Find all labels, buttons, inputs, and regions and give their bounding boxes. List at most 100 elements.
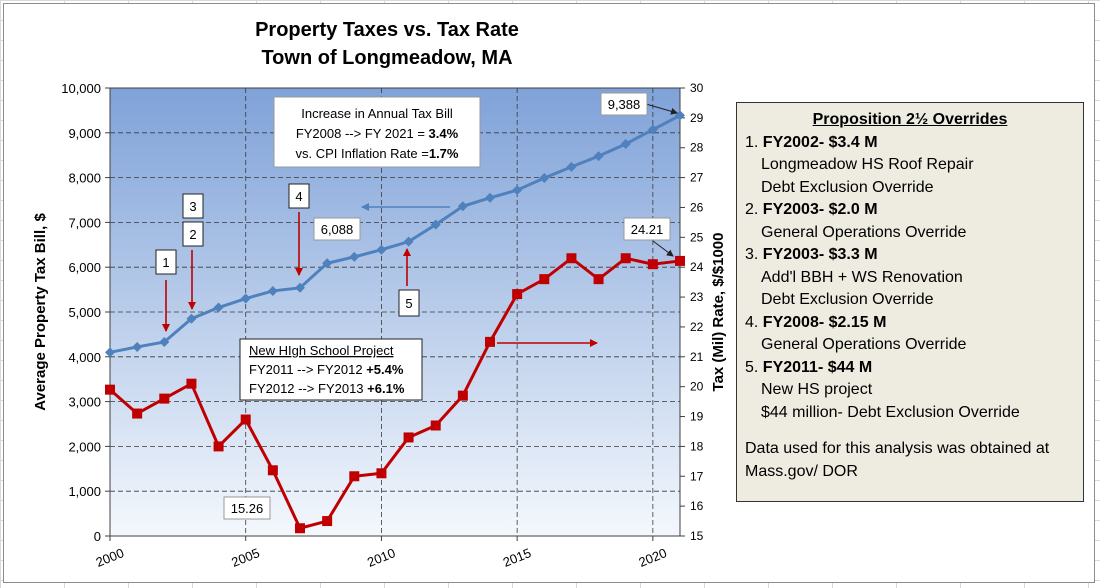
x-tick-label: 2000 [94,545,126,570]
data-label-6088: 6,088 [313,217,361,241]
annotation-arrows [162,103,678,347]
data-point-tax-bill [539,173,550,184]
right-tick-label: 24 [690,260,704,274]
override-item-5-line1: New HS project [761,381,873,398]
data-label-9388: 9,388 [600,92,648,116]
high-school-annotation-box: New HIgh School Project FY2011 --> FY201… [239,338,423,401]
override-item-3-line1: Add'l BBH + WS Renovation [761,268,963,286]
arrow-label-9388 [645,103,678,115]
override-item-5-head: FY2011- $44 M [762,358,873,376]
data-point-tax-bill [403,236,414,247]
data-point-tax-rate [295,523,305,534]
data-label-2421: 24.21 [623,217,671,241]
override-item-3-heading: 3. FY2003- $3.3 M [745,244,1083,267]
data-point-tax-bill [349,251,360,262]
marker-3-text: 3 [189,199,196,214]
x-tick-label: 2005 [229,545,261,570]
override-item-1-head: FY2002- $3.4 M [762,133,878,151]
marker-box-1: 1 [155,249,177,275]
y-axis-left-label: Average Property Tax Bill, $ [32,213,49,411]
override-item-3-number: 3. [745,246,759,263]
data-point-tax-rate [675,255,685,266]
school-box-title: New HIgh School Project [249,343,394,358]
data-point-tax-rate [403,432,414,443]
right-tick-label: 19 [690,410,704,424]
marker-2-text: 2 [189,227,196,242]
data-label-6088-text: 6,088 [321,222,354,237]
data-point-tax-bill [430,219,441,230]
data-point-tax-bill [376,244,387,255]
left-tick-label: 5,000 [68,305,101,320]
marker-box-3: 3 [182,193,204,219]
data-point-tax-rate [159,393,170,404]
data-label-1526-text: 15.26 [231,501,264,516]
data-point-tax-rate [132,408,143,419]
override-item-1-line2: Debt Exclusion Override [761,178,934,196]
override-item-3-head: FY2003- $3.3 M [762,246,878,263]
data-point-tax-rate [240,414,251,425]
data-point-tax-bill [295,282,305,293]
override-item-2-head: FY2003- $2.0 M [762,201,878,218]
marker-5-text: 5 [405,296,412,311]
override-item-2-line1: General Operations Override [761,223,967,241]
override-item-3-line2: Debt Exclusion Override [761,291,934,308]
series-line-tax-rate [109,256,681,531]
data-point-tax-bill [240,293,251,304]
right-tick-label: 30 [690,81,704,95]
data-point-tax-rate [213,441,224,452]
data-point-tax-rate [322,516,333,527]
series-line-tax-bill [109,114,681,354]
override-item-1-heading: 1. FY2002- $3.4 M [745,132,1083,155]
data-point-tax-bill [213,302,224,313]
right-tick-label: 18 [690,439,704,453]
data-source-line1: Data used for this analysis was obtained… [745,440,1050,457]
series-points-tax-bill [105,110,685,358]
data-point-tax-bill [267,285,278,296]
data-point-tax-rate [647,259,658,270]
marker-box-2: 2 [182,221,204,247]
data-point-tax-bill [647,124,658,135]
data-point-tax-bill [132,341,143,352]
increase-annotation-box: Increase in Annual Tax Bill FY2008 --> F… [273,96,481,168]
chart-title-line1: Property Taxes vs. Tax Rate [255,19,519,41]
data-point-tax-rate [512,289,523,300]
proposition-overrides-panel: Proposition 2½ Overrides 1. FY2002- $3.4… [736,102,1084,502]
data-point-tax-bill [620,139,631,149]
data-point-tax-rate [593,274,604,285]
side-panel-title: Proposition 2½ Overrides [812,111,1008,128]
data-point-tax-bill [186,313,197,324]
marker-box-4: 4 [288,183,310,209]
school-box-line1: FY2011 --> FY2012 +5.4% [249,362,404,377]
left-tick-label: 4,000 [68,350,101,365]
left-tick-label: 6,000 [68,260,101,275]
data-point-tax-bill [159,337,170,348]
data-label-2421-text: 24.21 [631,222,664,237]
right-tick-label: 29 [690,111,704,125]
override-item-5-line2: $44 million- Debt Exclusion Override [761,403,1020,421]
left-tick-label: 1,000 [68,484,101,499]
override-item-1-number: 1. [745,133,759,151]
increase-line2: FY2008 --> FY 2021 = 3.4% [296,126,459,141]
data-source-line2: Mass.gov/ DOR [745,462,858,480]
left-tick-label: 9,000 [68,126,101,141]
data-point-tax-rate [485,336,495,347]
left-tick-label: 0 [94,529,101,544]
arrow-label-2421 [652,240,674,257]
data-point-tax-rate [105,384,115,395]
increase-line3: vs. CPI Inflation Rate =1.7% [296,146,459,161]
x-tick-label: 2020 [636,545,668,570]
marker-4-text: 4 [295,189,302,204]
series-points-tax-rate [105,253,685,534]
right-tick-label: 28 [690,141,704,155]
override-item-5-number: 5. [745,358,759,376]
override-item-1-line1: Longmeadow HS Roof Repair [761,156,974,173]
override-item-2-number: 2. [745,201,759,218]
data-point-tax-bill [566,161,577,172]
left-tick-label: 7,000 [68,215,101,230]
data-point-tax-bill [485,192,495,203]
data-point-tax-rate [620,253,631,264]
data-point-tax-bill [322,258,333,269]
override-item-4-number: 4. [745,313,759,331]
right-tick-label: 26 [690,200,704,214]
right-tick-label: 25 [690,230,704,244]
